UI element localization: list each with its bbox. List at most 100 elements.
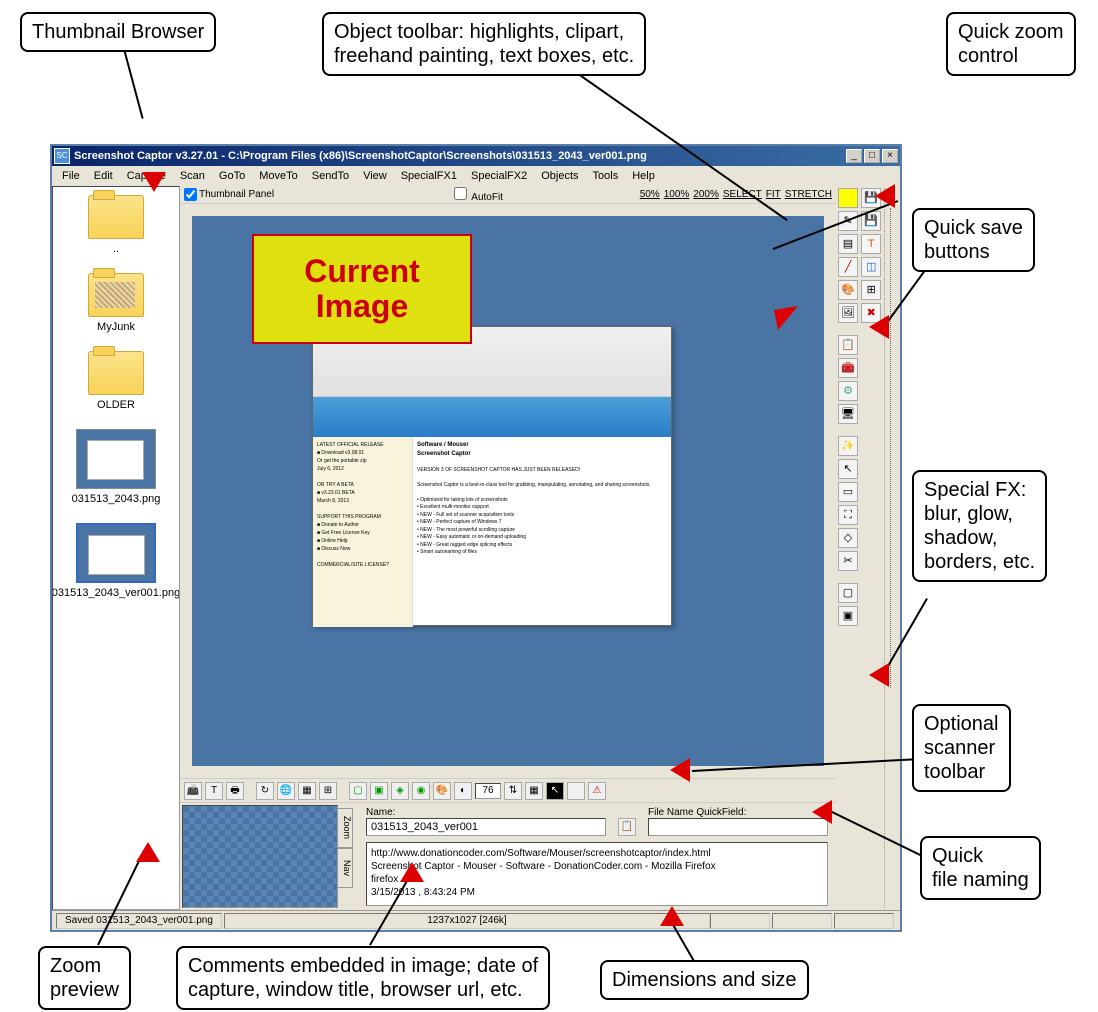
thumb-folder-myjunk[interactable]: MyJunk	[88, 273, 144, 333]
menu-objects[interactable]: Objects	[535, 168, 584, 184]
menu-specialfx2[interactable]: SpecialFX2	[465, 168, 533, 184]
crop-tool-icon[interactable]: ▦	[298, 782, 316, 800]
fx-tool-icon[interactable]: ▢	[349, 782, 367, 800]
thumb-folder-older[interactable]: OLDER	[88, 351, 144, 411]
folder-icon	[88, 351, 144, 395]
bottom-info-panel: Zoom Nav Name: 📋 File Name QuickField:	[180, 802, 836, 910]
thumb-screenshot-2[interactable]: 031513_2043_ver001.png	[52, 523, 180, 599]
name-input[interactable]	[366, 818, 606, 836]
zoom-value-input[interactable]	[475, 783, 501, 799]
thumb-label: ..	[113, 243, 119, 255]
menu-specialfx1[interactable]: SpecialFX1	[395, 168, 463, 184]
fx-tool-icon[interactable]: ◉	[412, 782, 430, 800]
blank-tool-icon[interactable]	[567, 782, 585, 800]
menu-file[interactable]: File	[56, 168, 86, 184]
red-arrow	[136, 842, 160, 869]
thumb-label: MyJunk	[97, 321, 135, 333]
stepper-icon[interactable]: ⇅	[504, 782, 522, 800]
fx-shadow-icon[interactable]: ▣	[838, 606, 858, 626]
marquee-tool-icon[interactable]: ▭	[838, 482, 858, 502]
shrink-tool-icon[interactable]: ◇	[838, 528, 858, 548]
web-banner	[313, 397, 671, 437]
wand-tool-icon[interactable]: ✨	[838, 436, 858, 456]
contrast-tool-icon[interactable]: ◐	[454, 782, 472, 800]
clipart-tool-icon[interactable]: 🎨	[838, 280, 858, 300]
color-swatch-icon[interactable]	[838, 188, 858, 208]
scanner-tool-icon[interactable]: 📠	[184, 782, 202, 800]
titlebar-text: Screenshot Captor v3.27.01 - C:\Program …	[74, 150, 846, 162]
web-body: LATEST OFFICIAL RELEASE■ Download v3.08.…	[313, 437, 671, 627]
clipboard-tool-icon[interactable]: 📋	[838, 335, 858, 355]
canvas-area[interactable]: Current Image LATEST OFFICIAL RELEASE■ D…	[180, 204, 836, 778]
menu-moveto[interactable]: MoveTo	[253, 168, 304, 184]
resize-tool-icon[interactable]: ⊞	[319, 782, 337, 800]
info-fields: Name: 📋 File Name QuickField: http://www…	[358, 803, 836, 910]
text-tool-icon[interactable]: T	[205, 782, 223, 800]
minimize-button[interactable]: _	[846, 149, 862, 163]
callout-object-toolbar: Object toolbar: highlights, clipart, fre…	[322, 12, 646, 76]
image-tool-icon[interactable]: 🖼	[838, 303, 858, 323]
zoom-links: 50% 100% 200% SELECT FIT STRETCH	[640, 189, 832, 200]
zoom-50[interactable]: 50%	[640, 189, 660, 200]
menu-scan[interactable]: Scan	[174, 168, 211, 184]
close-button[interactable]: ×	[882, 149, 898, 163]
print-tool-icon[interactable]: 🖶	[226, 782, 244, 800]
toolbox-tool-icon[interactable]: 🧰	[838, 358, 858, 378]
gear-tool-icon[interactable]: ⚙	[838, 381, 858, 401]
folder-icon	[88, 273, 144, 317]
thumb-label: 031513_2043_ver001.png	[52, 587, 180, 599]
crop-tool-icon[interactable]: ✂	[838, 551, 858, 571]
autofit-label: AutoFit	[471, 192, 503, 203]
comments-box[interactable]: http://www.donationcoder.com/Software/Mo…	[366, 842, 828, 906]
callout-scanner-toolbar: Optional scanner toolbar	[912, 704, 1011, 792]
save-grid-icon[interactable]: ⊞	[861, 280, 881, 300]
zoom-preview[interactable]: Zoom Nav	[182, 805, 338, 908]
save-select-icon[interactable]: ◫	[861, 257, 881, 277]
menu-edit[interactable]: Edit	[88, 168, 119, 184]
thumbnail-panel-checkbox[interactable]	[184, 188, 197, 201]
select-tool-icon[interactable]: ↖	[838, 459, 858, 479]
fx-border-icon[interactable]: ▢	[838, 583, 858, 603]
fx-tool-icon[interactable]: ◈	[391, 782, 409, 800]
window-controls: _ □ ×	[846, 149, 898, 163]
red-arrow	[869, 315, 893, 342]
menu-view[interactable]: View	[357, 168, 393, 184]
zoom-tab-nav[interactable]: Nav	[337, 848, 353, 888]
menu-sendto[interactable]: SendTo	[306, 168, 355, 184]
maximize-button[interactable]: □	[864, 149, 880, 163]
quickfield-input[interactable]	[648, 818, 828, 836]
zoom-tab-zoom[interactable]: Zoom	[337, 808, 353, 848]
app-window: SC Screenshot Captor v3.27.01 - C:\Progr…	[50, 144, 902, 932]
thumb-screenshot-1[interactable]: 031513_2043.png	[72, 429, 161, 505]
menu-tools[interactable]: Tools	[587, 168, 625, 184]
color-tool-icon[interactable]: 🎨	[433, 782, 451, 800]
zoom-stretch[interactable]: STRETCH	[785, 189, 832, 200]
thumb-parent-folder[interactable]: ..	[88, 195, 144, 255]
world-tool-icon[interactable]: 🌐	[277, 782, 295, 800]
monitor-tool-icon[interactable]: 🖥	[838, 404, 858, 424]
zoom-fit[interactable]: FIT	[766, 189, 781, 200]
menu-goto[interactable]: GoTo	[213, 168, 251, 184]
grid-tool-icon[interactable]: ▦	[525, 782, 543, 800]
menu-help[interactable]: Help	[626, 168, 661, 184]
status-empty	[710, 913, 770, 929]
autofit-checkbox[interactable]	[454, 187, 467, 200]
zoom-slider[interactable]	[890, 208, 892, 688]
zoom-200[interactable]: 200%	[693, 189, 719, 200]
callout-quick-save: Quick save buttons	[912, 208, 1035, 272]
text-tool-icon[interactable]: ▤	[838, 234, 858, 254]
warn-tool-icon[interactable]: ⚠	[588, 782, 606, 800]
save-text-icon[interactable]: T	[861, 234, 881, 254]
fx-tool-icon[interactable]: ▣	[370, 782, 388, 800]
expand-tool-icon[interactable]: ⛶	[838, 505, 858, 525]
web-sidebar: LATEST OFFICIAL RELEASE■ Download v3.08.…	[313, 437, 413, 627]
red-arrow	[774, 306, 798, 333]
red-arrow	[660, 906, 684, 933]
name-action-icon[interactable]: 📋	[618, 818, 636, 836]
red-arrow	[875, 184, 899, 211]
brush-tool-icon[interactable]: ╱	[838, 257, 858, 277]
quickfield-label: File Name QuickField:	[648, 807, 828, 818]
cursor-tool-icon[interactable]: ↖	[546, 782, 564, 800]
zoom-100[interactable]: 100%	[664, 189, 690, 200]
rotate-tool-icon[interactable]: ↻	[256, 782, 274, 800]
